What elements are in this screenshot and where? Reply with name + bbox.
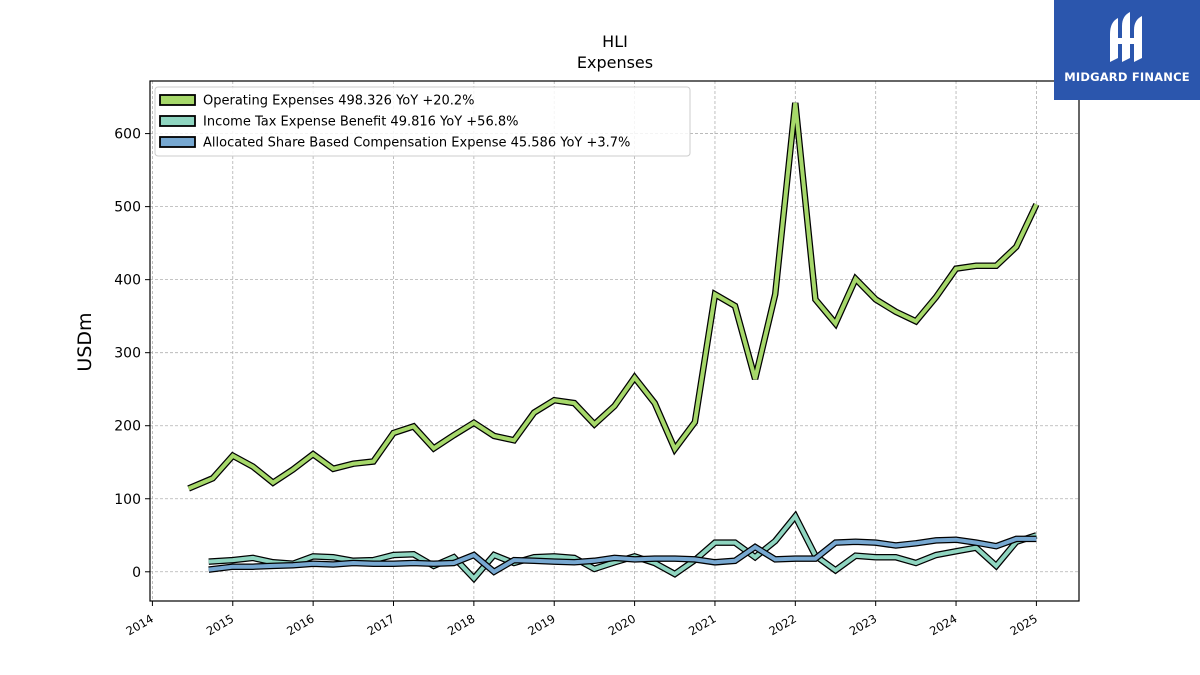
x-tick-label: 2023 [847, 611, 879, 638]
x-tick-label: 2025 [1008, 611, 1040, 638]
x-tick-label: 2019 [525, 611, 557, 638]
x-tick-label: 2022 [766, 611, 798, 638]
legend-label-2: Allocated Share Based Compensation Expen… [203, 136, 630, 151]
x-tick-label: 2024 [927, 611, 959, 638]
x-tick-label: 2020 [606, 611, 638, 638]
x-tick-label: 2021 [686, 611, 718, 638]
brand-name: MIDGARD FINANCE [1064, 70, 1190, 84]
y-tick-label: 500 [114, 200, 141, 216]
legend-swatch-0 [159, 94, 196, 106]
x-tick-label: 2014 [124, 611, 156, 638]
chart-title: HLI [602, 32, 628, 51]
legend-swatch-2 [159, 136, 196, 148]
grid [150, 81, 1079, 601]
series-line-2 [208, 536, 1037, 575]
legend-box [154, 86, 691, 157]
legend-label-1: Income Tax Expense Benefit 49.816 YoY +5… [203, 115, 518, 130]
series-lines [187, 102, 1040, 584]
legend-swatch-1 [159, 115, 196, 127]
brand-logo: MIDGARD FINANCE [1054, 0, 1200, 100]
x-tick-label: 2017 [365, 611, 397, 638]
y-tick-label: 400 [114, 273, 141, 289]
legend-label-0: Operating Expenses 498.326 YoY +20.2% [203, 94, 475, 109]
series-line-1 [208, 512, 1038, 582]
y-tick-label: 300 [114, 346, 141, 362]
chart-subtitle: Expenses [577, 53, 653, 72]
legend: Operating Expenses 498.326 YoY +20.2% Inc… [154, 86, 691, 157]
x-tick-label: 2016 [284, 611, 316, 638]
x-tick-label: 2015 [204, 611, 236, 638]
y-tick-label: 0 [132, 565, 141, 581]
series-outline-1 [208, 510, 1038, 584]
midgard-logo-icon [1110, 12, 1142, 62]
plot-frame [149, 80, 1080, 602]
x-tick-label: 2018 [445, 611, 477, 638]
y-tick-label: 200 [114, 419, 141, 435]
y-tick-label: 600 [114, 127, 141, 143]
series-outline-0 [187, 102, 1040, 492]
y-axis-label: USDm [74, 312, 96, 371]
y-tick-label: 100 [114, 492, 141, 508]
series-line-0 [187, 102, 1039, 491]
